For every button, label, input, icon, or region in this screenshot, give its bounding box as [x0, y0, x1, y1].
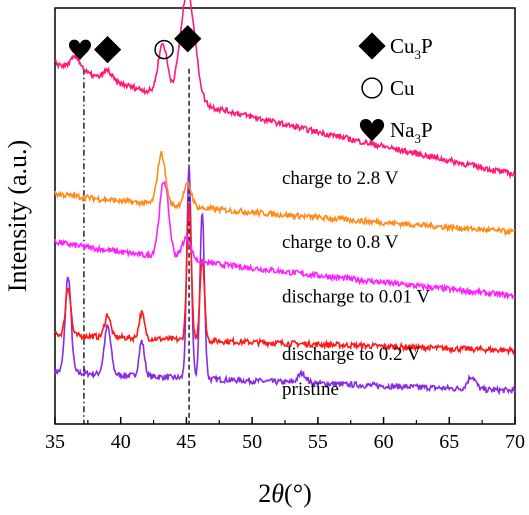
curve-label: charge to 2.8 V	[282, 168, 399, 189]
legend-label-base: Cu	[390, 76, 415, 100]
legend-label: Cu	[390, 76, 415, 100]
peak-markers	[68, 25, 202, 64]
x-tick-label: 45	[176, 431, 196, 453]
x-tick-label: 55	[308, 431, 328, 453]
circle-marker-icon	[361, 77, 383, 99]
legend-label-tail: P	[421, 118, 433, 142]
legend-label-base: Cu	[390, 34, 415, 58]
diffraction-curves	[54, 0, 516, 396]
x-axis-title-var: θ	[271, 479, 284, 508]
curve-label: discharge to 0.01 V	[282, 286, 430, 307]
x-tick-label: 65	[439, 431, 459, 453]
y-axis-title: Intensity (a.u.)	[3, 140, 32, 292]
curve-label: pristine	[282, 379, 339, 400]
circle-marker-icon	[154, 39, 174, 60]
heart-marker-icon	[68, 39, 91, 61]
curve-label: charge to 0.8 V	[282, 232, 399, 253]
legend-label-sub: 3	[415, 131, 422, 146]
curve-0	[54, 164, 516, 396]
x-tick-label: 70	[505, 431, 525, 453]
x-tick-label: 35	[45, 431, 65, 453]
x-axis-title-suffix: (°)	[284, 479, 312, 508]
legend-label: Na3P	[390, 118, 433, 146]
diamond-marker-icon	[93, 35, 122, 64]
curve-3	[54, 150, 516, 237]
curve-2	[54, 181, 516, 300]
curve-labels: pristine discharge to 0.2 V discharge to 0…	[282, 168, 430, 400]
diamond-marker-icon	[174, 25, 202, 53]
curve-1	[54, 202, 515, 357]
x-axis-title: 2θ(°)	[258, 479, 312, 508]
legend-label-base: Na	[390, 118, 415, 142]
curve-label: discharge to 0.2 V	[282, 344, 421, 365]
heart-marker-icon	[359, 119, 385, 142]
legend-label-tail: P	[421, 34, 433, 58]
x-tick-label: 60	[374, 431, 394, 453]
x-axis-title-prefix: 2	[258, 479, 271, 508]
x-tick-label: 50	[242, 431, 262, 453]
x-tick-label: 40	[111, 431, 131, 453]
legend-label: Cu3P	[390, 34, 433, 62]
legend-label-sub: 3	[415, 47, 422, 62]
curve-4	[54, 0, 516, 180]
diamond-marker-icon	[358, 32, 386, 60]
x-axis-ticks: 35 40 45 50 55 60 65 70	[45, 417, 525, 453]
